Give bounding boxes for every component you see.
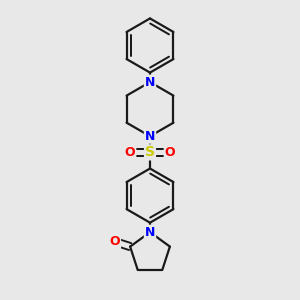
Text: O: O [165, 146, 175, 159]
Text: O: O [110, 235, 120, 248]
Text: N: N [145, 130, 155, 143]
Text: O: O [125, 146, 135, 159]
Text: N: N [145, 226, 155, 239]
Text: S: S [145, 146, 155, 159]
Text: N: N [145, 76, 155, 88]
